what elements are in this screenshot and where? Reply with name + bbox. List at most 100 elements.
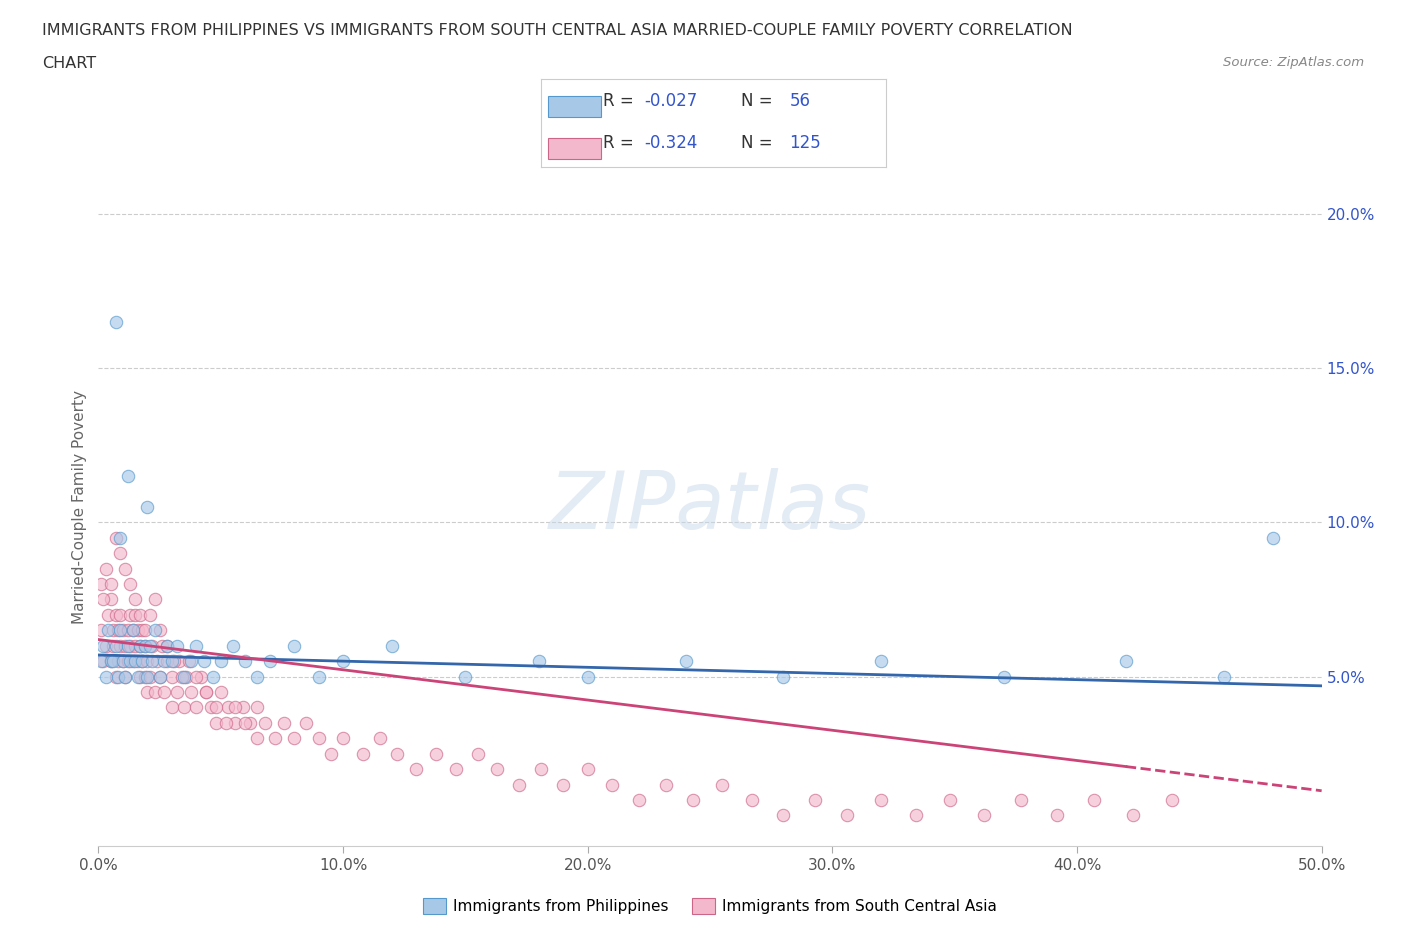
Point — [246, 670, 269, 684]
Point — [508, 777, 530, 792]
Point — [111, 623, 134, 638]
Point — [1122, 808, 1144, 823]
Point — [273, 715, 295, 730]
Point — [246, 700, 269, 715]
Point — [146, 654, 169, 669]
Point — [120, 654, 142, 669]
Point — [94, 638, 117, 653]
Point — [111, 654, 134, 669]
Point — [121, 623, 143, 638]
Point — [904, 808, 927, 823]
Point — [136, 670, 159, 684]
Point — [149, 670, 172, 684]
Point — [110, 623, 132, 638]
Point — [195, 684, 218, 699]
Point — [117, 623, 139, 638]
Point — [131, 654, 153, 669]
Point — [381, 638, 404, 653]
Point — [131, 654, 153, 669]
Point — [486, 762, 509, 777]
Text: -0.324: -0.324 — [645, 134, 697, 152]
Point — [143, 623, 166, 638]
Point — [576, 762, 599, 777]
Point — [385, 746, 408, 761]
Point — [120, 638, 142, 653]
Text: 56: 56 — [789, 92, 810, 110]
Point — [100, 592, 122, 607]
Point — [91, 638, 114, 653]
Point — [711, 777, 734, 792]
Point — [149, 623, 172, 638]
Point — [120, 607, 142, 622]
Point — [143, 592, 166, 607]
Point — [214, 715, 236, 730]
Point — [120, 577, 142, 591]
Point — [186, 670, 208, 684]
Point — [195, 684, 218, 699]
Point — [136, 654, 159, 669]
Point — [97, 607, 120, 622]
Point — [405, 762, 427, 777]
Point — [110, 607, 132, 622]
Point — [233, 715, 256, 730]
Point — [101, 623, 124, 638]
Point — [772, 670, 794, 684]
Point — [107, 670, 129, 684]
Point — [993, 670, 1015, 684]
Point — [253, 715, 276, 730]
Point — [283, 731, 305, 746]
Point — [425, 746, 447, 761]
Point — [160, 700, 183, 715]
Point — [124, 607, 146, 622]
Point — [600, 777, 623, 792]
Point — [107, 654, 129, 669]
Point — [454, 670, 477, 684]
Point — [136, 684, 159, 699]
Point — [117, 469, 139, 484]
Point — [870, 792, 893, 807]
Point — [153, 684, 176, 699]
Y-axis label: Married-Couple Family Poverty: Married-Couple Family Poverty — [72, 390, 87, 624]
Point — [97, 623, 120, 638]
FancyBboxPatch shape — [548, 96, 600, 117]
Point — [173, 670, 195, 684]
Point — [160, 654, 183, 669]
Point — [156, 638, 179, 653]
Point — [1261, 530, 1284, 545]
Point — [177, 654, 200, 669]
Point — [186, 638, 208, 653]
Point — [134, 670, 156, 684]
Point — [217, 700, 239, 715]
Point — [100, 654, 122, 669]
Point — [467, 746, 489, 761]
Point — [110, 530, 132, 545]
Point — [804, 792, 827, 807]
FancyBboxPatch shape — [548, 139, 600, 159]
Point — [127, 623, 149, 638]
Point — [149, 670, 172, 684]
Point — [202, 670, 225, 684]
Point — [163, 654, 186, 669]
Point — [153, 654, 176, 669]
Point — [173, 700, 195, 715]
Point — [190, 670, 212, 684]
Point — [90, 654, 112, 669]
Text: ZIPatlas: ZIPatlas — [548, 468, 872, 546]
Point — [141, 638, 163, 653]
Legend: Immigrants from Philippines, Immigrants from South Central Asia: Immigrants from Philippines, Immigrants … — [416, 892, 1004, 920]
Text: N =: N = — [741, 92, 773, 110]
Text: R =: R = — [603, 134, 634, 152]
Point — [319, 746, 342, 761]
Point — [308, 731, 330, 746]
Point — [101, 638, 124, 653]
Text: 125: 125 — [789, 134, 821, 152]
Point — [1115, 654, 1137, 669]
Point — [1083, 792, 1105, 807]
Point — [114, 561, 136, 576]
Point — [530, 762, 553, 777]
Point — [104, 670, 127, 684]
Point — [205, 700, 228, 715]
Point — [682, 792, 704, 807]
Point — [180, 684, 202, 699]
Point — [160, 670, 183, 684]
